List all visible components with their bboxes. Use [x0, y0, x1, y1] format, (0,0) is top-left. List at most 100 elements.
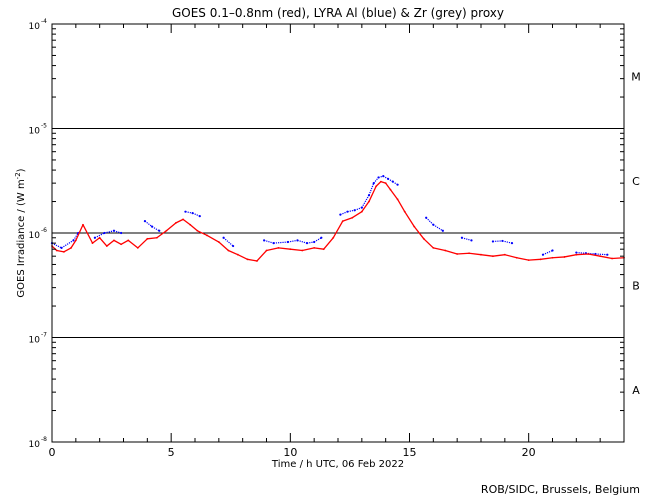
data-point-red [189, 223, 192, 226]
data-point-red [422, 237, 425, 240]
series-segment-blue [433, 224, 444, 232]
series-segment-blue [595, 253, 608, 256]
data-point-blue [296, 239, 299, 242]
series-segment-blue [313, 237, 322, 243]
flare-class-label: B [632, 279, 640, 292]
series-segment-blue [297, 239, 308, 244]
series-segment-blue [542, 249, 553, 256]
y-tick-exponent: -4 [41, 18, 47, 25]
data-point-blue [491, 240, 495, 243]
data-point-blue [60, 246, 63, 250]
data-point-red [91, 242, 94, 245]
credit-text: ROB/SIDC, Brussels, Belgium [481, 483, 640, 496]
data-point-blue [372, 182, 375, 185]
data-point-red [492, 255, 494, 258]
data-point-blue [594, 252, 597, 256]
data-point-red [468, 252, 470, 255]
series-segment-blue [263, 239, 274, 244]
data-point-red [396, 198, 399, 201]
data-point-red [432, 247, 435, 249]
data-point-blue [551, 249, 554, 252]
data-point-red [301, 249, 304, 252]
series-segment-blue [373, 177, 379, 184]
data-point-red [155, 236, 158, 239]
y-tick-exponent: -7 [41, 332, 47, 339]
data-point-blue [432, 223, 435, 226]
data-point-red [146, 237, 149, 240]
y-axis-label: GOES Irradiance / (W m-2) [14, 168, 27, 297]
flare-class-labels: M C B A [631, 70, 641, 397]
data-point-blue [222, 236, 225, 239]
data-point-blue [346, 210, 349, 213]
series-line-red [51, 181, 625, 262]
data-point-red [206, 234, 208, 237]
data-point-blue [263, 239, 266, 242]
series-segment-blue [94, 232, 105, 239]
data-point-red [403, 210, 406, 213]
data-point-red [599, 255, 602, 258]
data-point-blue [367, 194, 371, 197]
data-point-blue [143, 219, 147, 223]
data-point-blue [501, 239, 504, 243]
series-segment-blue [576, 251, 586, 254]
data-point-blue [470, 239, 473, 242]
data-point-red [611, 257, 613, 260]
data-point-red [74, 239, 77, 242]
data-point-blue [377, 176, 380, 179]
flare-class-label: M [631, 70, 641, 83]
y-tick-exponent: -6 [41, 227, 47, 234]
data-point-red [256, 260, 258, 262]
series-segment-blue [61, 239, 74, 249]
data-point-blue [441, 229, 444, 232]
data-point-blue [425, 216, 428, 219]
x-tick-label: 5 [168, 446, 175, 459]
series-segment-blue [144, 220, 153, 228]
data-point-blue [313, 240, 316, 244]
data-point-red [313, 247, 316, 249]
data-series [50, 175, 625, 262]
data-point-blue [286, 240, 290, 244]
data-point-red [82, 223, 84, 226]
data-point-red [587, 253, 590, 255]
y-axis-ticks: 10-410-510-610-710-8 [29, 18, 624, 450]
series-segment-blue [585, 252, 596, 255]
data-point-blue [360, 206, 363, 209]
data-point-red [289, 248, 292, 251]
data-point-red [368, 200, 370, 203]
data-point-red [63, 250, 65, 253]
data-point-red [413, 225, 416, 228]
x-tick-label: 20 [522, 446, 536, 459]
data-point-red [375, 185, 378, 188]
series-segment-blue [425, 217, 434, 226]
data-point-blue [541, 253, 545, 256]
data-point-red [527, 259, 530, 262]
data-point-red [539, 258, 542, 261]
data-point-red [265, 249, 268, 252]
data-point-blue [232, 244, 235, 248]
data-point-blue [158, 229, 161, 232]
series-segment-blue [72, 232, 79, 241]
data-point-red [105, 245, 108, 247]
data-point-red [575, 253, 578, 256]
data-point-blue [606, 253, 609, 256]
flare-class-label: C [632, 175, 640, 188]
y-tick-label: 10 [29, 127, 41, 137]
data-point-blue [103, 231, 106, 235]
series-segment-blue [354, 207, 363, 211]
x-tick-label: 15 [403, 446, 417, 459]
data-point-blue [191, 212, 194, 215]
data-point-red [322, 248, 325, 251]
data-point-blue [305, 242, 309, 245]
data-point-red [456, 253, 459, 255]
data-point-blue [575, 251, 578, 254]
data-point-red [360, 210, 363, 213]
data-point-red [246, 258, 249, 261]
data-point-blue [72, 239, 75, 242]
data-point-red [196, 229, 199, 232]
data-point-blue [460, 236, 464, 239]
data-point-blue [320, 236, 323, 239]
data-point-red [70, 247, 72, 249]
data-point-red [332, 236, 335, 239]
data-point-blue [396, 183, 399, 186]
